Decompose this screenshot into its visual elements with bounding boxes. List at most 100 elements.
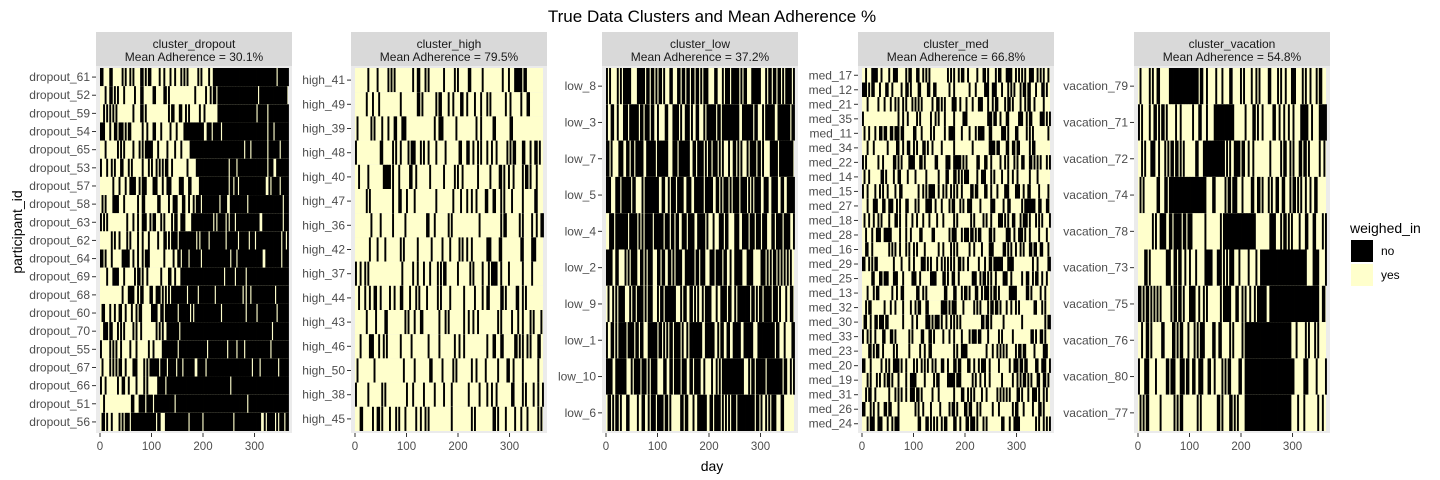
heatmap-cell-no: [916, 314, 919, 330]
heatmap-cell-no: [161, 303, 164, 323]
heatmap-cell-no: [701, 249, 704, 286]
heatmap-cell-no: [208, 322, 211, 341]
heatmap-row-vacation_78: [1138, 213, 1327, 250]
heatmap-cell-no: [646, 104, 649, 141]
heatmap-cell-no: [1005, 227, 1008, 243]
heatmap-cell-no: [217, 376, 220, 395]
heatmap-row-dropout_57: [100, 176, 289, 196]
heatmap-cell-no: [356, 358, 359, 383]
heatmap-cell-no: [237, 213, 240, 232]
heatmap-cell-no: [914, 198, 917, 214]
heatmap-cell-no: [936, 155, 939, 170]
heatmap-cell-no: [200, 68, 203, 87]
heatmap-cell-no: [763, 358, 766, 395]
heatmap-row-dropout_56: [100, 412, 289, 431]
heatmap-cell-no: [1198, 176, 1201, 214]
heatmap-cell-no: [521, 189, 524, 214]
heatmap-cell-no: [692, 322, 695, 359]
heatmap-row-med_17: [862, 68, 1050, 83]
heatmap-cell-no: [1144, 358, 1147, 395]
heatmap-cell-no: [248, 358, 251, 377]
heatmap-cell-no: [194, 394, 197, 413]
heatmap-cell-no: [201, 340, 204, 359]
heatmap-cell-no: [189, 249, 192, 268]
heatmap-cell-no: [404, 406, 407, 431]
heatmap-cell-no: [960, 184, 963, 199]
heatmap-cell-no: [195, 213, 198, 232]
heatmap-cell-no: [660, 213, 663, 250]
heatmap-cell-no: [171, 213, 174, 232]
heatmap-cell-no: [205, 322, 208, 341]
heatmap-cell-no: [495, 140, 498, 165]
heatmap-cell-no: [1005, 343, 1008, 359]
heatmap-cell-no: [746, 322, 749, 359]
heatmap-cell-no: [865, 387, 868, 402]
heatmap-cell-no: [492, 406, 495, 431]
heatmap-cell-no: [956, 372, 959, 388]
heatmap-cell-no: [925, 285, 928, 301]
heatmap-cell-no: [285, 267, 288, 286]
heatmap-cell-no: [723, 249, 726, 286]
heatmap-cell-no: [115, 340, 118, 359]
heatmap-cell-no: [268, 231, 271, 250]
heatmap-cell-no: [638, 68, 641, 105]
heatmap-cell-no: [782, 104, 785, 141]
heatmap-cell-no: [1007, 140, 1010, 156]
heatmap-cell-no: [192, 249, 195, 268]
heatmap-cell-no: [1010, 256, 1013, 272]
heatmap-cell-no: [1016, 169, 1019, 185]
heatmap-cell-no: [235, 322, 238, 341]
heatmap-cell-no: [443, 68, 446, 93]
heatmap-cell-no: [361, 406, 364, 431]
heatmap-cell-no: [433, 213, 436, 238]
heatmap-cell-no: [181, 249, 184, 268]
heatmap-cell-no: [945, 314, 948, 330]
heatmap-cell-no: [653, 322, 656, 359]
heatmap-cell-no: [521, 382, 524, 407]
heatmap-cell-no: [184, 303, 187, 323]
heatmap-cell-no: [239, 340, 242, 359]
heatmap-cell-no: [243, 104, 246, 123]
heatmap-cell-no: [167, 86, 170, 105]
heatmap-cell-no: [897, 372, 900, 388]
heatmap-cell-no: [263, 267, 266, 286]
heatmap-cell-no: [113, 195, 116, 214]
heatmap-cell-no: [529, 310, 532, 335]
heatmap-cell-no: [477, 140, 480, 165]
heatmap-cell-no: [201, 376, 204, 395]
heatmap-cell-no: [239, 267, 242, 286]
heatmap-cell-no: [110, 158, 113, 177]
heatmap-cell-no: [933, 416, 936, 431]
heatmap-cell-no: [950, 126, 953, 141]
heatmap-cell-no: [120, 303, 123, 323]
heatmap-cell-no: [232, 104, 235, 123]
heatmap-cell-no: [243, 267, 246, 286]
heatmap-cell-no: [133, 267, 136, 286]
heatmap-cell-no: [644, 285, 647, 323]
heatmap-cell-no: [229, 104, 232, 123]
heatmap-cell-no: [245, 104, 248, 123]
heatmap-cell-no: [252, 412, 255, 431]
heatmap-cell-no: [430, 237, 433, 262]
heatmap-cell-no: [231, 340, 234, 359]
heatmap-cell-no: [265, 394, 268, 413]
heatmap-cell-no: [518, 334, 521, 359]
heatmap-cell-no: [980, 358, 983, 373]
heatmap-cell-no: [990, 242, 993, 257]
heatmap-cell-no: [916, 68, 919, 83]
heatmap-cell-no: [735, 176, 738, 214]
heatmap-cell-no: [399, 189, 402, 214]
heatmap-cell-no: [129, 176, 132, 196]
heatmap-cell-no: [769, 249, 772, 286]
heatmap-cell-no: [256, 122, 259, 141]
heatmap-cell-no: [912, 155, 915, 170]
heatmap-cell-no: [1247, 140, 1250, 177]
heatmap-cell-no: [765, 213, 768, 250]
heatmap-cell-no: [752, 394, 755, 431]
heatmap-cell-no: [920, 126, 923, 141]
heatmap-cell-no: [214, 340, 217, 359]
heatmap-cell-no: [943, 416, 946, 431]
heatmap-cell-no: [675, 213, 678, 250]
heatmap-cell-no: [167, 394, 170, 413]
heatmap-cell-no: [945, 169, 948, 185]
